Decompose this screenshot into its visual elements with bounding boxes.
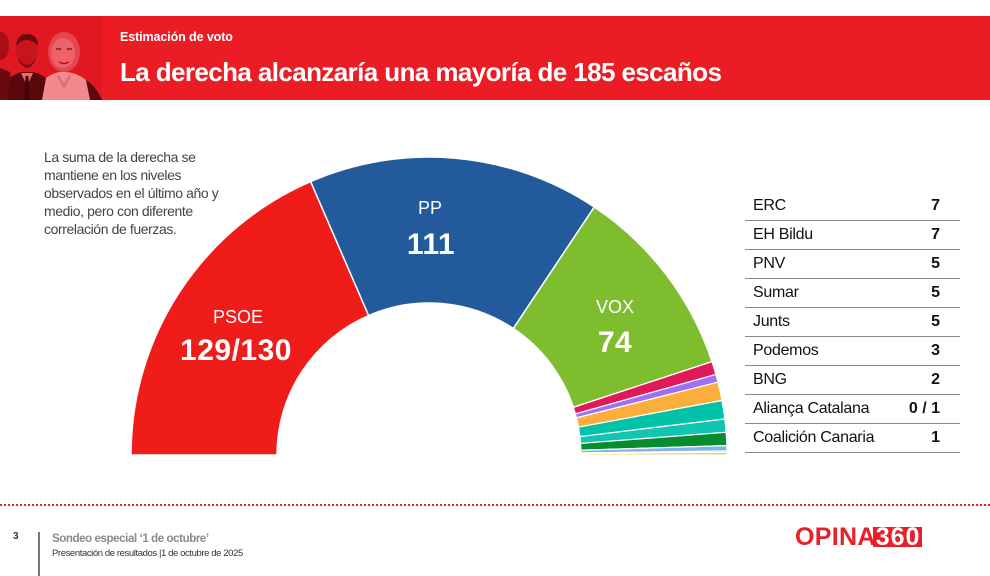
party-seats: 7	[931, 226, 940, 243]
segment-pp	[309, 156, 596, 330]
party-name: PNV	[753, 255, 785, 272]
party-name: EH Bildu	[753, 226, 813, 243]
party-seats: 7	[931, 197, 940, 214]
dotted-divider	[0, 504, 990, 506]
table-row: Podemos 3	[745, 337, 960, 366]
table-row: Junts 5	[745, 308, 960, 337]
description-line: observados en el último año y	[44, 185, 219, 201]
chart-labels: PSOE 129/130 PP 111 VOX 74	[180, 198, 634, 367]
table-row: ERC 7	[745, 192, 960, 221]
table-row: Aliança Catalana 0 / 1	[745, 395, 960, 424]
label-pp-name: PP	[418, 198, 442, 218]
party-seats: 5	[931, 255, 940, 272]
party-name: BNG	[753, 371, 787, 388]
description-line: mantiene en los niveles	[44, 167, 182, 183]
footer-divider	[38, 532, 40, 576]
header-kicker: Estimación de voto	[120, 30, 233, 44]
table-row: EH Bildu 7	[745, 221, 960, 250]
party-seats: 1	[931, 429, 940, 446]
party-name: Coalición Canaria	[753, 429, 875, 446]
footer-subtitle: Presentación de resultados |1 de octubre…	[52, 548, 243, 559]
segment-coalici-n-canaria	[580, 451, 728, 456]
opina360-logo: OPINA360	[795, 523, 923, 551]
party-name: Junts	[753, 313, 790, 330]
label-vox-seats: 74	[598, 326, 632, 359]
party-name: ERC	[753, 197, 786, 214]
hemicycle-segments	[130, 156, 728, 456]
table-row: PNV 5	[745, 250, 960, 279]
party-name: Aliança Catalana	[753, 400, 870, 417]
party-name: Sumar	[753, 284, 799, 301]
table-row: Sumar 5	[745, 279, 960, 308]
description-line: correlación de fuerzas.	[44, 221, 177, 237]
party-seats: 2	[931, 371, 940, 388]
party-seats: 5	[931, 313, 940, 330]
logo-text: OPINA	[795, 523, 876, 551]
logo-number: 360	[872, 525, 923, 550]
party-seats: 0 / 1	[908, 400, 940, 417]
page-title: La derecha alcanzaría una mayoría de 185…	[120, 57, 722, 87]
party-seats: 3	[931, 342, 940, 359]
description-line: La suma de la derecha se	[44, 149, 196, 165]
segment-psoe	[130, 180, 370, 456]
table-row: BNG 2	[745, 366, 960, 395]
footer-title: Sondeo especial ‘1 de octubre’	[52, 533, 209, 545]
minor-parties-table: ERC 7 EH Bildu 7 PNV 5 Sumar 5 Junts 5 P…	[745, 192, 960, 453]
header-banner: Estimación de voto La derecha alcanzaría…	[0, 16, 990, 100]
chart-description: La suma de la derecha se mantiene en los…	[44, 148, 304, 238]
label-psoe-name: PSOE	[213, 307, 263, 327]
page-number: 3	[13, 531, 19, 542]
party-seats: 5	[931, 284, 940, 301]
description-line: medio, pero con diferente	[44, 203, 193, 219]
label-vox-name: VOX	[596, 297, 634, 317]
label-pp-seats: 111	[407, 228, 455, 261]
label-psoe-seats: 129/130	[180, 334, 292, 367]
politicians-photo	[0, 16, 102, 100]
table-row: Coalición Canaria 1	[745, 424, 960, 453]
party-name: Podemos	[753, 342, 819, 359]
